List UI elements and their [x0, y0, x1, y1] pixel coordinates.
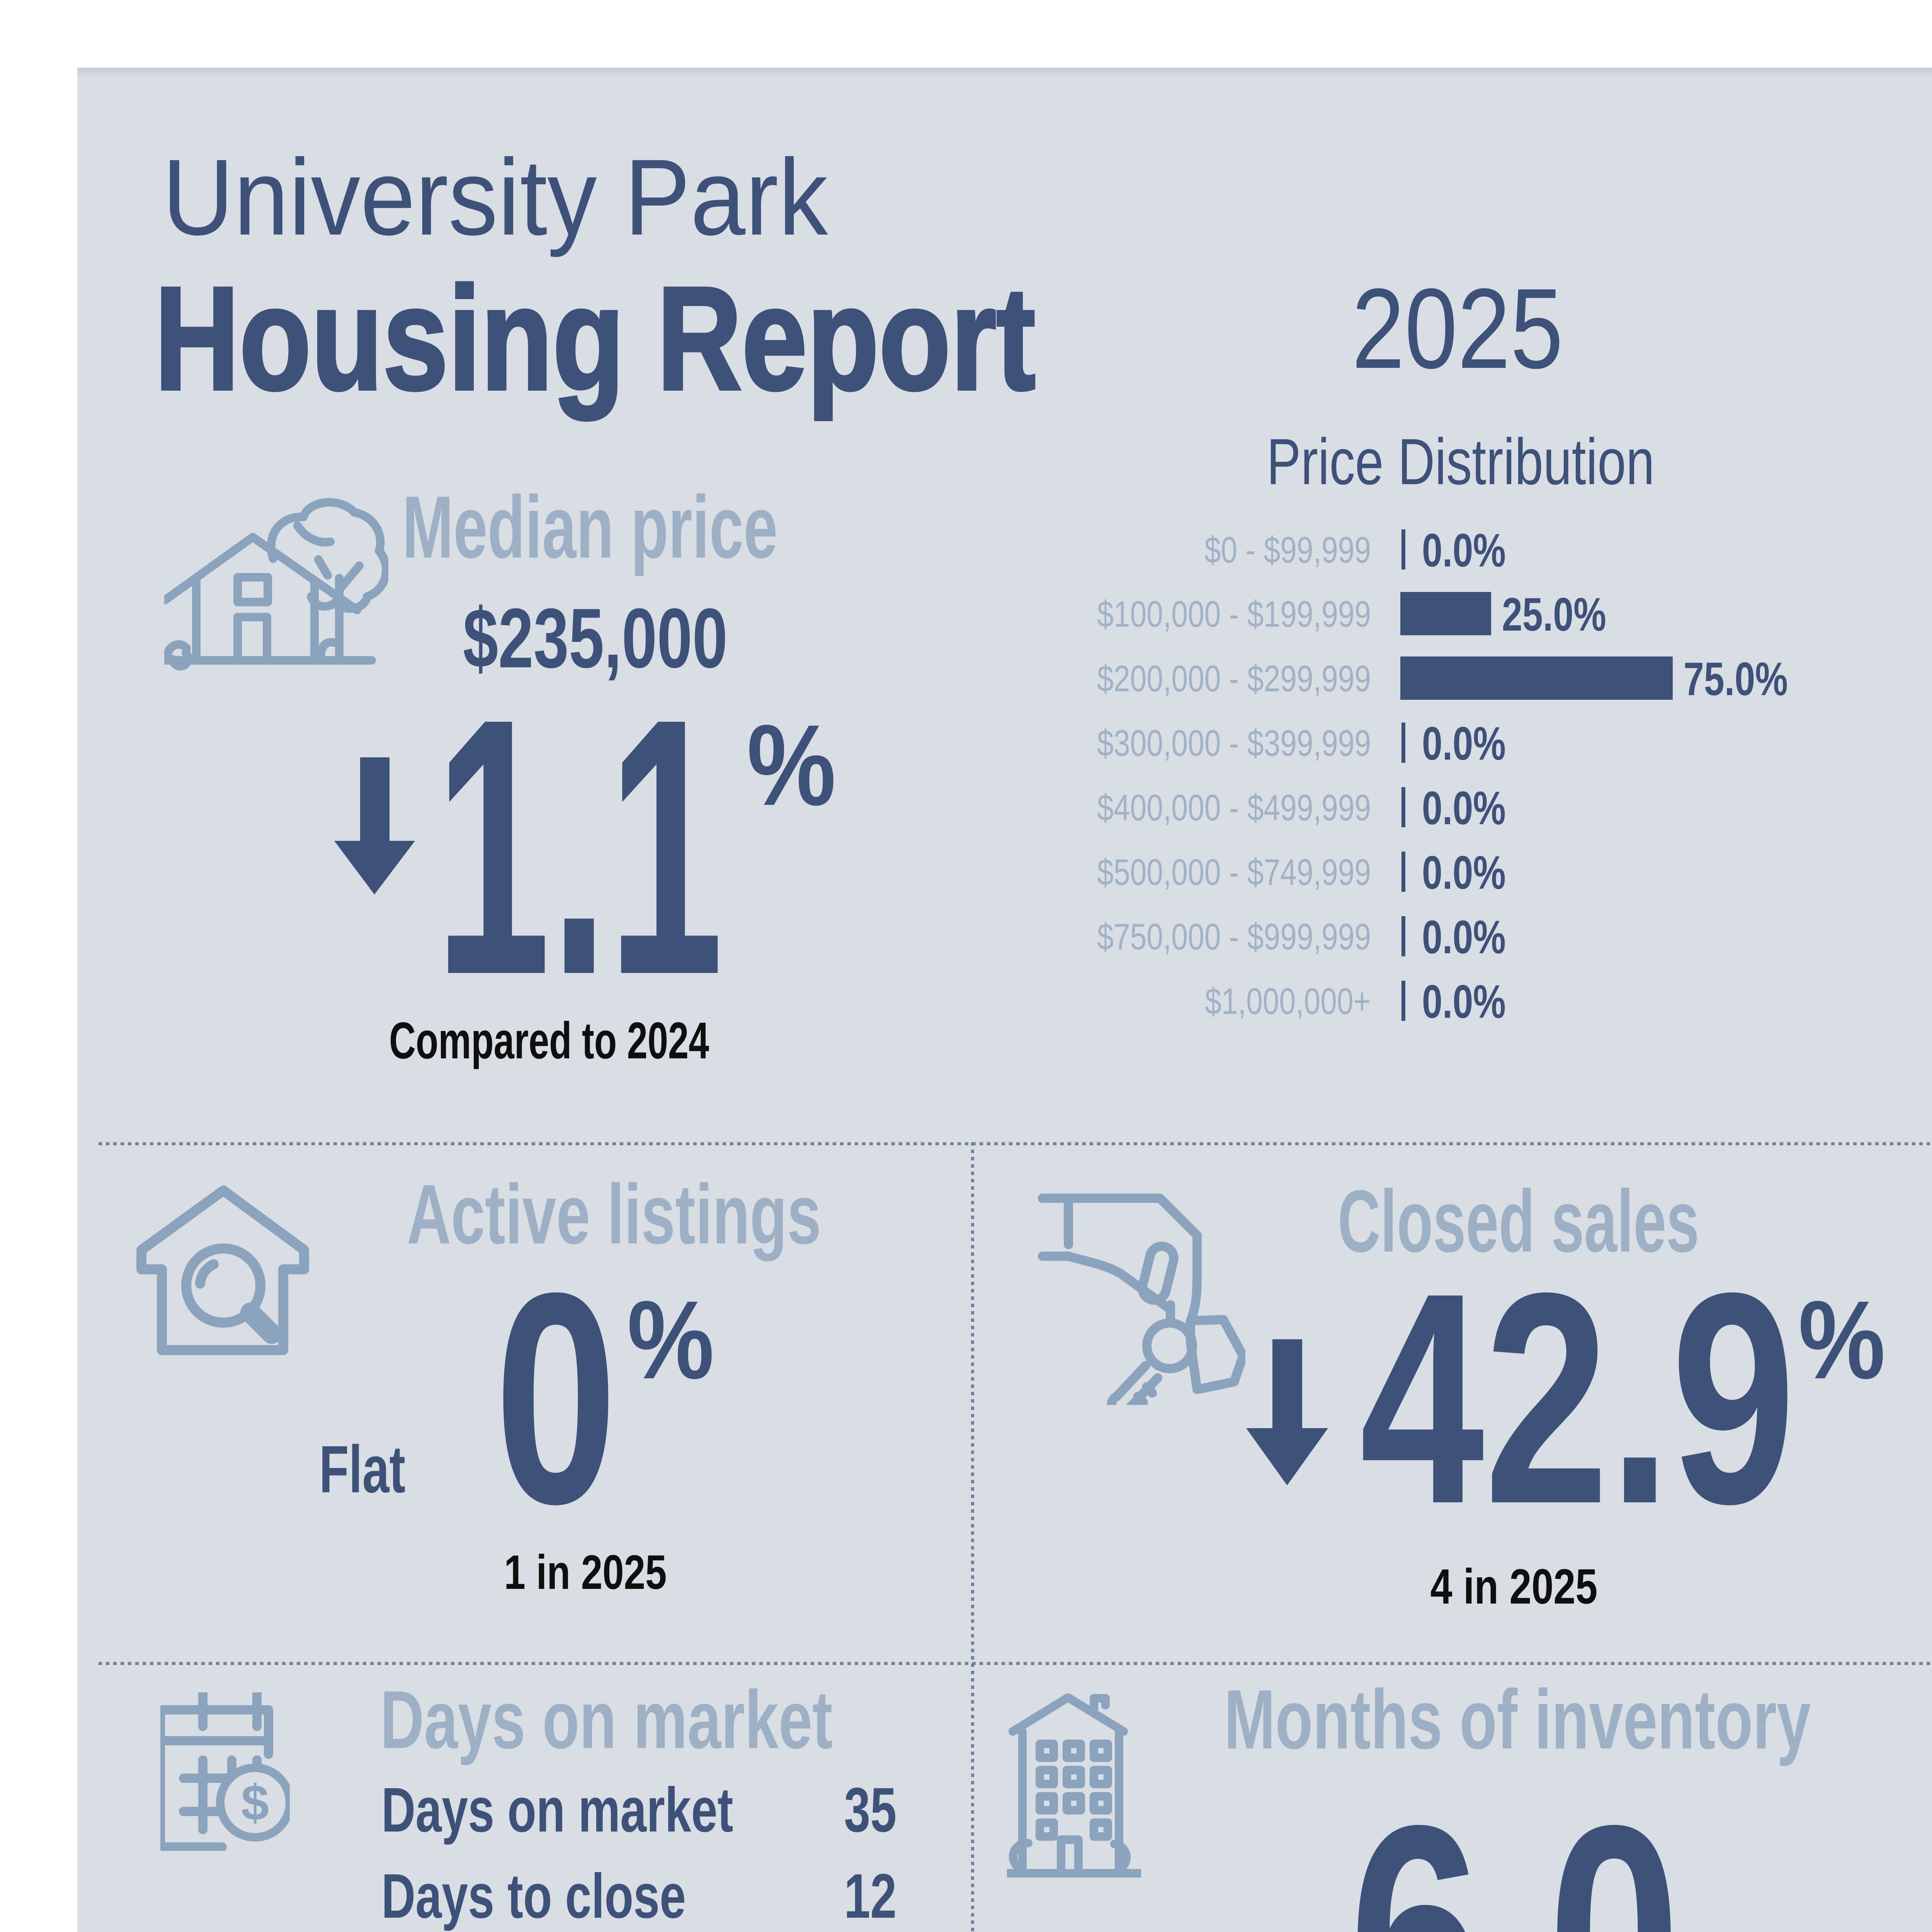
svg-text:$: $ — [241, 1774, 269, 1831]
